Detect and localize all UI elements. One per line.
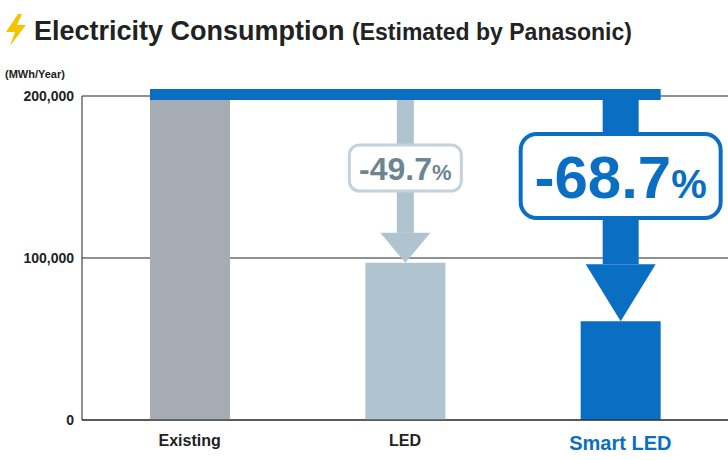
html-text:Electricity Consumption (Estim: Electricity Consumption (Estimated by Pa…	[34, 16, 632, 46]
svg-text:-49.7%: -49.7%	[359, 151, 452, 187]
svg-text:0: 0	[66, 412, 74, 428]
html-text:(MWh/Year): (MWh/Year)	[5, 68, 65, 80]
svg-text:Existing: Existing	[159, 432, 221, 449]
svg-text:LED: LED	[389, 432, 421, 449]
svg-text:-68.7%: -68.7%	[534, 144, 706, 211]
svg-text:Smart LED: Smart LED	[569, 432, 671, 454]
svg-text:200,000: 200,000	[23, 88, 74, 104]
svg-text:100,000: 100,000	[23, 250, 74, 266]
